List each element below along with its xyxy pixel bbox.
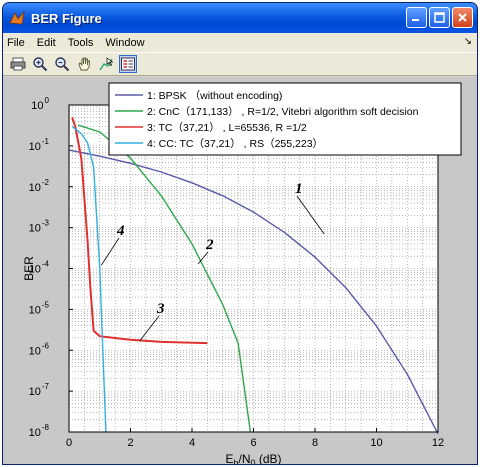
legend-box[interactable] <box>108 82 462 156</box>
print-icon <box>10 57 26 71</box>
curve-number-2: 2 <box>205 237 214 253</box>
series-line-1 <box>68 149 439 435</box>
y-tick-label: 10-2 <box>29 178 50 194</box>
x-label-unit: (dB) <box>256 452 282 465</box>
y-tick-label: 10-1 <box>29 137 50 153</box>
annotation-leader-2 <box>197 251 209 265</box>
series-line-2 <box>77 124 252 433</box>
zoom-in-button[interactable] <box>31 55 49 73</box>
legend-entry-2: 2: CnC（171,133） , R=1/2, Vitebri algorit… <box>147 106 419 118</box>
x-label-main: E <box>225 452 233 465</box>
menu-window[interactable]: Window <box>105 36 145 49</box>
x-tick-label: 6 <box>250 437 256 449</box>
menu-file[interactable]: File <box>7 36 25 49</box>
maximize-button[interactable] <box>429 7 450 28</box>
annotation-leader-4 <box>100 237 120 266</box>
maximize-icon <box>434 12 445 23</box>
series-line-3 <box>71 116 208 345</box>
legend-entry-3: 3: TC（37,21） , L=65536, R =1/2 <box>147 122 307 134</box>
x-tick-label: 0 <box>66 437 72 449</box>
annotation-leader-1 <box>296 195 325 235</box>
x-tick-label: 12 <box>432 437 444 449</box>
curve-number-3: 3 <box>156 301 165 317</box>
y-tick-exponent: -8 <box>42 423 50 432</box>
menu-overflow-icon[interactable]: ↘ <box>463 36 472 47</box>
close-button[interactable] <box>452 7 473 28</box>
pan-icon <box>78 57 90 71</box>
x-tick-label: 4 <box>189 437 195 449</box>
x-tick-label: 2 <box>127 437 133 449</box>
zoom-out-icon <box>55 57 70 72</box>
print-button[interactable] <box>9 55 27 73</box>
window-title: BER Figure <box>31 10 102 26</box>
menu-bar: File Edit Tools Window ↘ <box>3 33 477 52</box>
close-icon <box>458 13 467 22</box>
y-tick-exponent: -6 <box>42 341 50 350</box>
minimize-button[interactable] <box>406 7 427 28</box>
legend-entry-1: 1: BPSK （without encoding) <box>147 90 282 102</box>
y-axis-label: BER <box>22 256 36 281</box>
x-label-mid: /N <box>239 452 251 465</box>
y-tick-exponent: -2 <box>42 178 50 187</box>
x-label-sub1: b <box>233 458 238 465</box>
y-tick-exponent: -7 <box>42 382 50 391</box>
pan-button[interactable] <box>75 55 93 73</box>
x-label-sub2: 0 <box>251 458 256 465</box>
matlab-figure-icon <box>9 10 25 26</box>
y-tick-label: 10-6 <box>29 341 50 357</box>
y-tick-label: 10-8 <box>29 423 50 439</box>
legend-entry-4: 4: CC: TC（37,21） , RS（255,223） <box>147 138 323 150</box>
minimize-icon <box>412 19 419 21</box>
figure-toolbar <box>3 52 477 76</box>
x-axis-label: Eb/N0 (dB) <box>225 452 281 465</box>
zoom-out-button[interactable] <box>53 55 71 73</box>
curve-number-4: 4 <box>116 223 125 239</box>
menu-edit[interactable]: Edit <box>36 36 56 49</box>
title-bar[interactable]: BER Figure <box>3 3 477 33</box>
y-tick-exponent: -5 <box>42 300 50 309</box>
curve-number-1: 1 <box>295 181 303 197</box>
annotation-leader-3 <box>139 315 160 342</box>
y-tick-label: 10-5 <box>29 300 50 316</box>
x-tick-label: 8 <box>312 437 318 449</box>
y-tick-label: 100 <box>31 96 49 112</box>
zoom-in-icon <box>33 57 48 72</box>
y-tick-exponent: -3 <box>42 219 50 228</box>
data-cursor-button[interactable] <box>97 55 115 73</box>
y-tick-exponent: -4 <box>42 260 50 269</box>
x-tick-label: 10 <box>370 437 382 449</box>
y-tick-label: 10-3 <box>29 219 50 235</box>
ber-chart: 0 2 4 6 8 10 1210010-110-210-310-410-510-610-7… <box>22 82 462 465</box>
legend-button[interactable] <box>119 55 137 73</box>
data-cursor-icon <box>99 57 114 71</box>
y-tick-label: 10-7 <box>29 382 50 398</box>
y-tick-exponent: -1 <box>42 137 50 146</box>
series-line-4 <box>71 125 107 433</box>
figure-canvas: 0 2 4 6 8 10 12 100 10-1 10-2 10-3 10-4 10-5 10-6 10-7… <box>3 77 477 465</box>
y-tick-exponent: 0 <box>45 96 50 105</box>
menu-tools[interactable]: Tools <box>67 36 94 49</box>
legend-icon <box>121 57 135 71</box>
